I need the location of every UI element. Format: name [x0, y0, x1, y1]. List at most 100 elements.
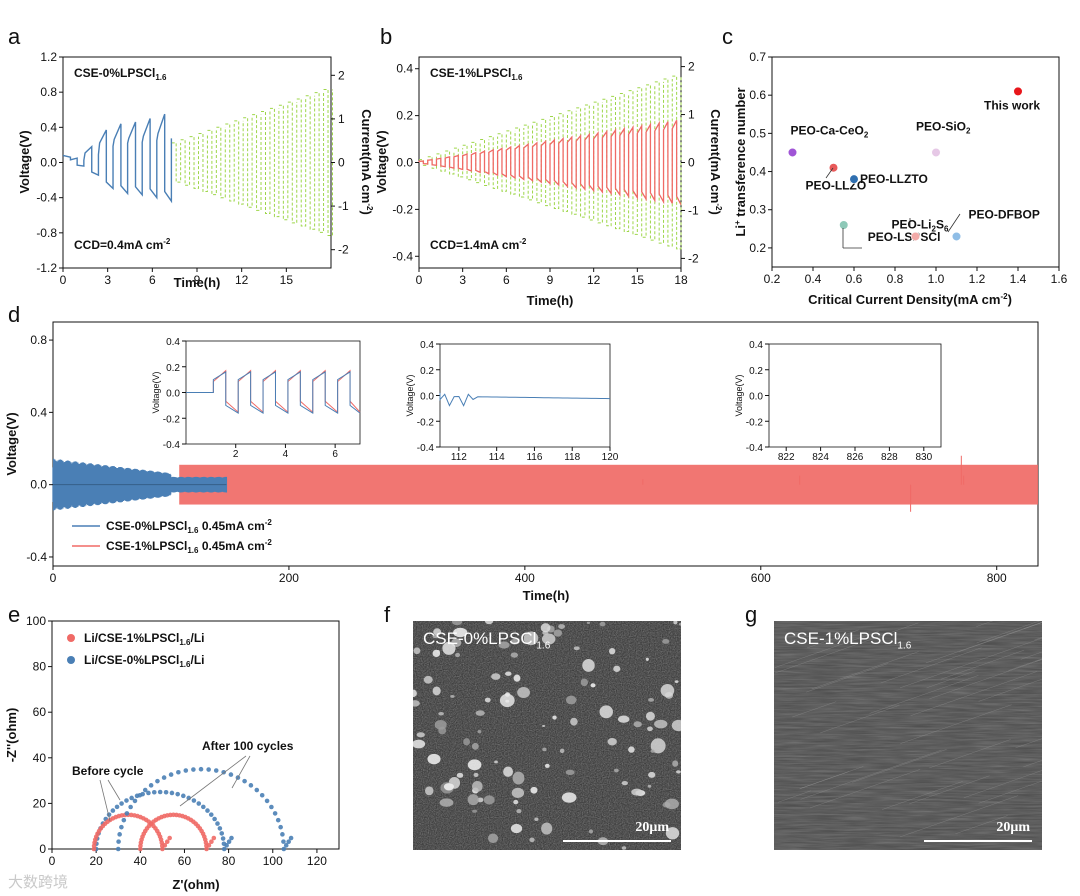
sem-scratch [811, 651, 919, 690]
sem-grain [433, 628, 442, 636]
x-tick-label: 116 [526, 452, 542, 463]
nyquist-point [148, 783, 154, 788]
sem-grain [662, 639, 670, 644]
sem-scratch [774, 630, 880, 668]
sem-grain [510, 823, 523, 834]
plot-frame [52, 321, 1039, 567]
y-tick-label: 0.0 [396, 156, 413, 170]
sem-grain [633, 721, 642, 728]
sem-grain [553, 629, 563, 637]
x-tick-label: 20 [89, 854, 103, 868]
sem-grain [588, 829, 594, 834]
nyquist-point [161, 775, 167, 780]
chart-d-legend: CSE-0%LPSCl1.6 0.45mA cm-2 CSE-1%LPSCl1.… [72, 518, 272, 555]
nyquist-point [211, 835, 217, 841]
sem-scratch [976, 621, 994, 627]
panel-label-f: f [384, 602, 391, 627]
y-tick-label: 0.4 [166, 337, 180, 348]
sem-grain [541, 822, 553, 835]
y-tick-label: -0.4 [26, 550, 47, 564]
x-tick-label: 1.6 [1051, 272, 1068, 286]
sem-grain [676, 770, 681, 774]
inset-2: 112 114 116 118 120 -0.4 -0.2 0.0 0.2 0.4 Voltage(… [405, 340, 619, 463]
y2-tick-label: 1 [338, 112, 345, 126]
legend-red: Li/CSE-1%LPSCl1.6/Li [84, 631, 204, 647]
nyquist-point [169, 790, 175, 796]
sem-grain [413, 739, 426, 749]
nyquist-point [283, 843, 289, 848]
sem-grain [432, 686, 441, 696]
legend-marker-blue [67, 656, 75, 664]
chart-a-title: CSE-0%LPSCl1.6 [74, 66, 167, 82]
y2-tick-label: 1 [688, 108, 695, 122]
sem-grain [436, 649, 440, 654]
x-tick-label: 0.2 [764, 272, 781, 286]
sem-grain [416, 732, 425, 738]
sem-grain [487, 833, 499, 844]
y-tick-label: 100 [26, 614, 46, 628]
inset-red-trace [186, 369, 361, 414]
y-tick-label: 0.2 [749, 366, 763, 377]
chart-c-ylabel: Li+ transference number [733, 87, 748, 236]
y-tick-label: -0.4 [163, 440, 181, 451]
nyquist-point [119, 824, 124, 830]
point-label: PEO-LSPSCl [868, 230, 941, 244]
y-tick-label: 0.4 [749, 165, 766, 179]
nyquist-point [176, 769, 181, 775]
y-tick-label: 0.2 [749, 241, 766, 255]
panel-label-d: d [8, 302, 20, 327]
sem-grain [648, 771, 656, 778]
chart-a: 0 3 6 9 12 15-1.2-0.8-0.40.00.40.81.2-2-1012 … [17, 50, 374, 290]
sem-grain [665, 827, 680, 840]
nyquist-point [142, 787, 148, 793]
nyquist-point [278, 824, 283, 830]
sem-f-title: CSE-0%LPSCl1.6 [423, 629, 551, 652]
y-tick-label: 0.3 [749, 203, 766, 217]
x-tick-label: 118 [564, 452, 580, 463]
sem-scratch [899, 637, 1042, 689]
sem-scratch [882, 781, 963, 810]
sem-grain [650, 738, 666, 754]
annotation-arrow [179, 755, 247, 807]
sem-scratch [900, 704, 1012, 744]
sem-grain [442, 641, 456, 655]
y-tick-label: 0.7 [749, 50, 766, 64]
x-tick-label: 18 [674, 273, 688, 287]
y-tick-label: 0 [39, 842, 46, 856]
panel-label-g: g [745, 602, 757, 627]
point-marker [951, 231, 962, 242]
nyquist-point [155, 778, 160, 784]
sem-grain [475, 710, 485, 716]
nyquist-point [208, 812, 214, 817]
sem-grain [499, 693, 515, 708]
y-tick-label: 0.4 [40, 120, 57, 134]
x-tick-label: 9 [547, 273, 554, 287]
y-tick-label: -0.4 [746, 443, 764, 454]
x-tick-label: 200 [279, 571, 299, 585]
voltage-series [62, 113, 173, 204]
x-tick-label: 6 [149, 273, 156, 287]
nyquist-arc-3 [115, 766, 294, 852]
y-tick-label: 0.0 [749, 392, 763, 403]
chart-b-title: CSE-1%LPSCl1.6 [430, 66, 523, 82]
nyquist-point [160, 846, 165, 852]
sem-scratch [899, 795, 1019, 838]
sem-scratch [940, 649, 1025, 680]
sem-grain [621, 846, 627, 850]
point-marker [849, 174, 859, 184]
x-tick-label: 1.4 [1010, 272, 1027, 286]
sem-grain [498, 641, 510, 649]
y2-tick-label: 2 [338, 68, 345, 82]
sem-grain [450, 694, 455, 698]
nyquist-point [269, 804, 274, 810]
nyquist-point [209, 839, 214, 845]
chart-d-ylabel: Voltage(V) [4, 412, 19, 475]
x-tick-label: 826 [847, 452, 864, 463]
sem-grain [558, 624, 566, 629]
point-marker [910, 231, 921, 242]
scatter-point-peo-lspscl: PEO-LSPSCl [839, 220, 941, 244]
chart-c-xlabel: Critical Current Density(mA cm-2) [808, 292, 1012, 307]
sem-grain [674, 680, 679, 683]
sem-scratch [869, 675, 979, 714]
nyquist-point [221, 846, 227, 852]
